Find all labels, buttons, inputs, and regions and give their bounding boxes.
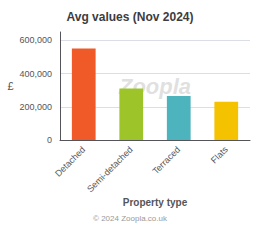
svg-text:© 2024 Zoopla.co.uk: © 2024 Zoopla.co.uk bbox=[93, 214, 168, 223]
svg-text:Flats: Flats bbox=[209, 144, 230, 165]
svg-text:Semi-detached: Semi-detached bbox=[85, 144, 135, 194]
svg-text:£: £ bbox=[7, 80, 13, 92]
svg-text:Terraced: Terraced bbox=[150, 144, 182, 176]
svg-text:600,000: 600,000 bbox=[19, 35, 52, 45]
svg-text:Avg values (Nov 2024): Avg values (Nov 2024) bbox=[67, 10, 194, 24]
svg-text:0: 0 bbox=[47, 135, 52, 145]
svg-text:400,000: 400,000 bbox=[19, 69, 52, 79]
svg-text:Detached: Detached bbox=[53, 144, 87, 178]
svg-text:200,000: 200,000 bbox=[19, 102, 52, 112]
svg-text:Property type: Property type bbox=[123, 197, 188, 208]
svg-text:Zoopla: Zoopla bbox=[118, 73, 192, 99]
